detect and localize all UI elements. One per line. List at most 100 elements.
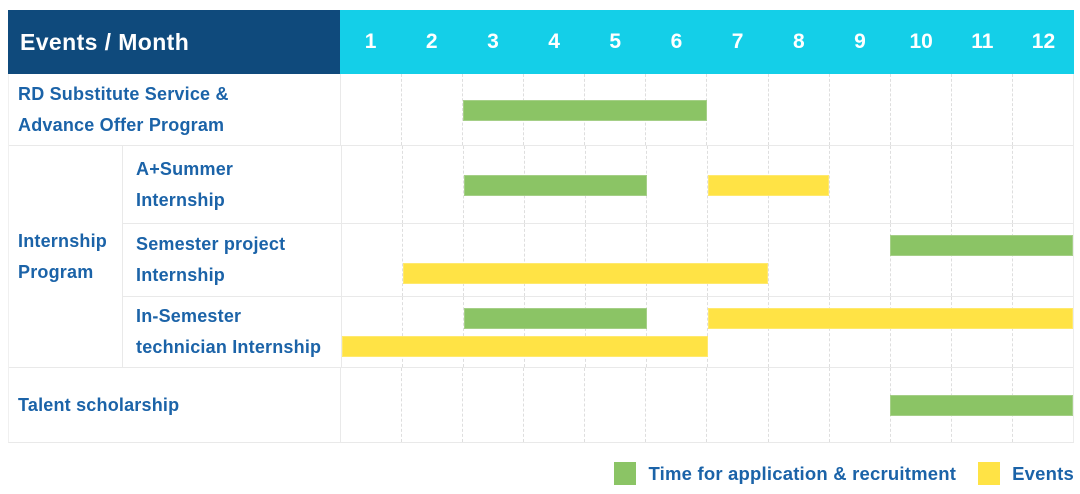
- month-cell: [463, 224, 524, 296]
- legend: Time for application & recruitment Event…: [614, 462, 1074, 485]
- green-gantt-bar: [890, 395, 1073, 416]
- month-cell: [707, 224, 768, 296]
- month-cell: [890, 146, 951, 223]
- month-cell: [645, 368, 706, 442]
- month-cell: [767, 368, 829, 442]
- month-cell: [707, 297, 768, 367]
- month-cell: [462, 74, 523, 145]
- green-gantt-bar: [463, 308, 647, 329]
- row-timeline: [340, 368, 1073, 442]
- yellow-swatch-icon: [978, 462, 1001, 485]
- row-label: Semester project Internship: [136, 234, 286, 285]
- month-cell: [828, 368, 890, 442]
- row-label: In-Semester technician Internship: [136, 306, 322, 357]
- month-cell: [584, 368, 645, 442]
- month-cell: [890, 297, 951, 367]
- row-timeline: [341, 297, 1073, 367]
- month-cell: [951, 146, 1012, 223]
- month-cell: [342, 224, 402, 296]
- row-timeline: [340, 74, 1073, 145]
- table-header-row: Events / Month 1 2 3 4 5 6 7 8 9 10 11 12: [8, 10, 1074, 74]
- month-cell: [768, 224, 829, 296]
- legend-item-events: Events: [978, 462, 1074, 485]
- month-header-cell: 6: [670, 30, 683, 53]
- month-cell: [401, 74, 462, 145]
- month-cell: [951, 224, 1012, 296]
- row-timeline: [341, 224, 1073, 296]
- legend-label: Time for application & recruitment: [648, 462, 957, 484]
- month-cell: [401, 368, 462, 442]
- yellow-gantt-bar: [342, 336, 708, 357]
- month-cell: [889, 74, 951, 145]
- month-cell: [1012, 224, 1073, 296]
- month-header-cell: 11: [971, 30, 994, 53]
- month-header-cell: 1: [364, 30, 377, 53]
- month-cell: [463, 146, 524, 223]
- month-header-cell: 10: [909, 30, 933, 53]
- group-label: Internship Program: [18, 230, 108, 282]
- month-cell: [646, 297, 707, 367]
- yellow-gantt-bar: [402, 263, 769, 284]
- month-header-cell: 9: [854, 30, 866, 53]
- row-label: A+Summer Internship: [136, 158, 234, 210]
- internship-program-group: Internship Program A+Summer Internship S…: [9, 145, 1073, 367]
- month-cell: [1012, 146, 1073, 223]
- month-header-cell: 7: [731, 30, 744, 53]
- yellow-gantt-bar: [707, 174, 830, 196]
- month-cell: [342, 146, 402, 223]
- month-header-cell: 2: [425, 30, 438, 53]
- month-cell: [829, 146, 890, 223]
- green-gantt-bar: [890, 235, 1073, 256]
- yellow-gantt-bar: [707, 308, 1073, 329]
- row-in-semester-technician-internship: In-Semester technician Internship: [123, 296, 1073, 367]
- row-rd-substitute-service: RD Substitute Service & Advance Offer Pr…: [9, 74, 1073, 145]
- month-cell: [524, 224, 585, 296]
- month-cell: [463, 297, 524, 367]
- month-cell: [706, 74, 767, 145]
- month-cell: [524, 297, 585, 367]
- month-cell: [1012, 297, 1073, 367]
- month-header-row: 1 2 3 4 5 6 7 8 9 10 11 12: [340, 10, 1074, 74]
- month-cell: [1011, 74, 1073, 145]
- month-cell: [402, 297, 463, 367]
- month-cell: [646, 146, 707, 223]
- legend-label: Events: [1012, 462, 1074, 484]
- green-gantt-bar: [463, 174, 647, 196]
- month-cell: [768, 297, 829, 367]
- events-month-header-cell: Events / Month: [8, 10, 340, 74]
- month-cell: [585, 297, 646, 367]
- row-semester-project-internship: Semester project Internship: [123, 223, 1073, 296]
- row-timeline: [341, 146, 1073, 223]
- month-header-cell: 3: [487, 30, 499, 53]
- month-cell: [341, 368, 401, 442]
- month-cell: [402, 146, 463, 223]
- table-body: RD Substitute Service & Advance Offer Pr…: [8, 74, 1074, 443]
- row-label: Talent scholarship: [18, 394, 180, 415]
- month-header-cell: 4: [548, 30, 560, 53]
- legend-item-application-recruitment: Time for application & recruitment: [614, 462, 956, 485]
- events-month-gantt-table: Events / Month 1 2 3 4 5 6 7 8 9 10 11 12 RD Substi…: [8, 10, 1074, 443]
- group-rows: A+Summer Internship Semester project Int…: [122, 146, 1073, 367]
- month-header-cell: 12: [1031, 30, 1056, 53]
- row-label: RD Substitute Service & Advance Offer Pr…: [18, 83, 229, 135]
- green-gantt-bar: [463, 99, 707, 121]
- month-cell: [767, 74, 829, 145]
- month-cell: [950, 74, 1012, 145]
- month-cell: [585, 224, 646, 296]
- month-cell: [828, 74, 890, 145]
- row-a-summer-internship: A+Summer Internship: [123, 146, 1073, 223]
- month-cell: [462, 368, 523, 442]
- month-cell: [402, 224, 463, 296]
- month-cell: [829, 297, 890, 367]
- month-cell: [523, 368, 584, 442]
- row-talent-scholarship: Talent scholarship: [9, 367, 1073, 442]
- month-cell: [951, 297, 1012, 367]
- month-cell: [646, 224, 707, 296]
- green-swatch-icon: [614, 462, 637, 485]
- month-header-cell: 5: [609, 30, 622, 53]
- month-cell: [829, 224, 890, 296]
- month-cell: [890, 224, 951, 296]
- month-cell: [341, 74, 401, 145]
- month-cell: [706, 368, 767, 442]
- month-header-cell: 8: [792, 30, 805, 53]
